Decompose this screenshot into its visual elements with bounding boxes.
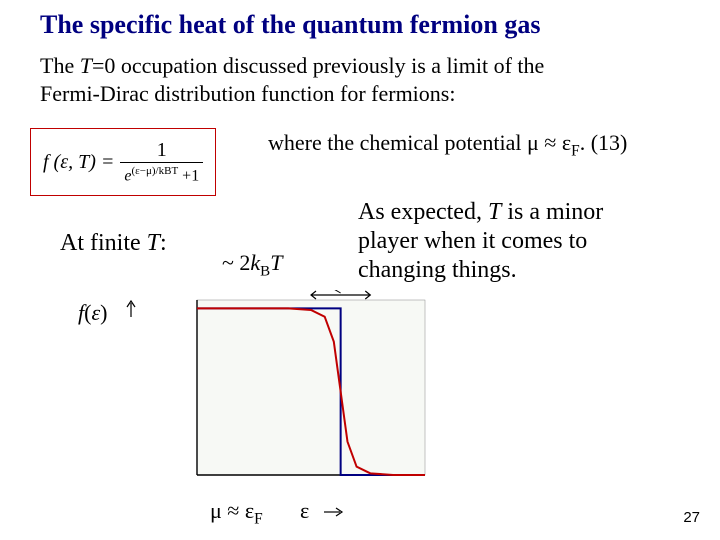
formula-lhs: f (ε, T) = (43, 151, 114, 174)
width-annotation: ~ 2kBT (222, 250, 282, 280)
page-number: 27 (683, 509, 700, 526)
comment-line2: player when it comes to (358, 228, 587, 254)
formula-box: f (ε, T) = 1 e(ε−μ)/kBT +1 (30, 128, 216, 196)
intro-line2: Fermi-Dirac distribution function for fe… (40, 81, 455, 106)
fermi-dirac-plot (175, 290, 435, 500)
chem-eps: ε (562, 130, 571, 155)
chem-epsF: F (571, 142, 580, 159)
chem-mu: μ (527, 130, 539, 155)
y-axis-label: f(ε) (78, 300, 107, 326)
comment-line1: As expected, T is a minor (358, 199, 603, 225)
finite-prefix: At finite (60, 230, 147, 256)
xmu-mu: μ (210, 498, 222, 523)
x-axis-mu-label: μ ≈ εF (210, 498, 263, 528)
formula-denominator: e(ε−μ)/kBT +1 (120, 162, 203, 185)
annot-tilde: ~ 2 (222, 250, 250, 275)
yl-close: ) (100, 300, 107, 325)
den-e: e (124, 167, 131, 184)
chem-prefix: where the chemical potential (268, 130, 527, 155)
chem-approx: ≈ (539, 130, 562, 155)
intro-line1: The T=0 occupation discussed previously … (40, 53, 544, 78)
comment-line3: changing things. (358, 257, 517, 283)
y-axis-arrow-icon (124, 299, 138, 319)
xmu-approx: ≈ (222, 498, 245, 523)
yl-eps: ε (91, 300, 100, 325)
chemical-potential-text: where the chemical potential μ ≈ εF. (13… (268, 130, 627, 160)
formula: f (ε, T) = 1 e(ε−μ)/kBT +1 (43, 139, 203, 185)
den-exp: (ε−μ)/kBT (132, 165, 179, 177)
x-axis-eps-label: ε (300, 498, 309, 524)
formula-fraction: 1 e(ε−μ)/kBT +1 (120, 139, 203, 185)
comment-text: As expected, T is a minor player when it… (358, 198, 688, 284)
page-title: The specific heat of the quantum fermion… (30, 10, 690, 40)
intro-text: The T=0 occupation discussed previously … (30, 52, 690, 107)
chem-suffix: . (13) (580, 130, 628, 155)
annot-T: T (270, 250, 282, 275)
finite-suffix: : (160, 230, 167, 256)
plot-svg (175, 290, 435, 500)
xmu-eps: ε (245, 498, 254, 523)
xmu-F: F (254, 510, 263, 527)
x-axis-arrow-icon (322, 506, 344, 518)
den-suffix: +1 (178, 167, 199, 184)
annot-B: B (260, 263, 270, 279)
finite-t-label: At finite T: (60, 230, 167, 257)
finite-T: T (147, 230, 160, 256)
formula-numerator: 1 (153, 139, 171, 162)
annot-k: k (250, 250, 260, 275)
